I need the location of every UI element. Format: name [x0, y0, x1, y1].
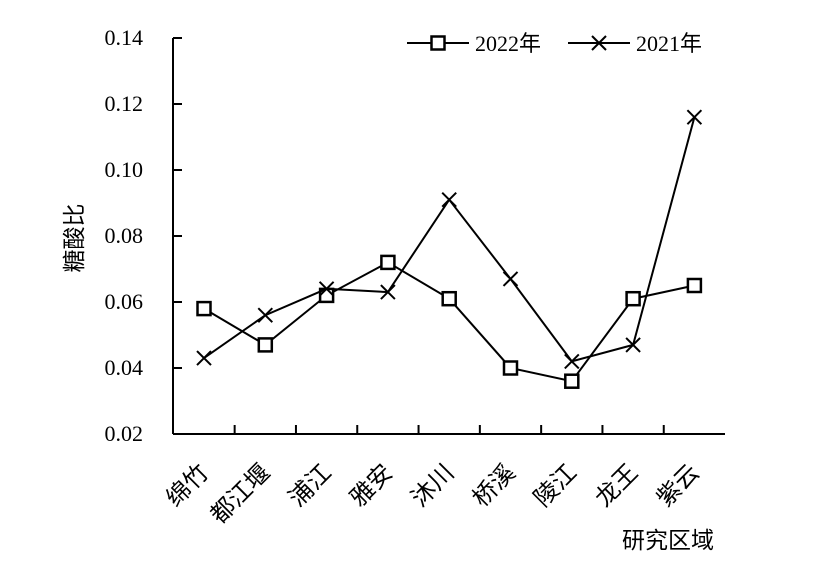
y-tick-label: 0.04 [105, 355, 144, 380]
axes [172, 38, 725, 435]
legend: 2022年 2021年 [407, 31, 702, 56]
y-axis-title: 糖酸比 [62, 204, 87, 273]
y-tick-label: 0.06 [105, 289, 144, 314]
data-point-square [625, 290, 641, 307]
y-axis-ticks: 0.02 0.04 0.06 0.08 0.10 0.12 0.14 [105, 25, 182, 446]
x-category-label: 浦江 [284, 459, 337, 512]
data-point-x [196, 350, 212, 366]
x-category-label: 桥溪 [468, 459, 521, 512]
legend-marker-x [591, 35, 607, 51]
y-tick-label: 0.10 [105, 157, 144, 182]
x-category-label: 陵江 [529, 459, 582, 512]
x-category-label: 绵竹 [161, 459, 214, 512]
y-tick-label: 0.14 [105, 25, 144, 50]
x-category-label: 雅安 [345, 459, 398, 512]
data-point-x [686, 109, 703, 125]
y-tick-label: 0.02 [105, 421, 144, 446]
legend-marker-square [430, 35, 446, 51]
data-point-square [441, 290, 457, 307]
data-point-square [502, 360, 519, 376]
x-category-label: 都江堰 [206, 459, 276, 529]
series-line [203, 116, 696, 363]
data-point-x [380, 284, 396, 300]
x-category-label: 沐川 [406, 459, 459, 512]
y-tick-label: 0.08 [105, 223, 144, 248]
data-point-square [380, 254, 396, 271]
data-point-square [257, 337, 274, 353]
data-point-x [257, 307, 274, 323]
legend-label: 2022年 [475, 31, 541, 56]
series-layer [196, 109, 703, 389]
series-line [203, 261, 695, 383]
data-point-square [564, 373, 580, 389]
data-point-square [686, 277, 703, 294]
data-point-x [502, 271, 519, 287]
legend-item-2: 2021年 [568, 31, 702, 56]
legend-label: 2021年 [636, 31, 702, 56]
data-point-x [441, 191, 457, 208]
data-point-square [196, 300, 212, 317]
series-2 [196, 109, 703, 370]
data-point-x [564, 353, 580, 370]
series-1 [196, 254, 703, 389]
data-point-x [318, 281, 335, 297]
x-axis-title: 研究区域 [622, 528, 714, 553]
y-tick-label: 0.12 [105, 91, 144, 116]
x-category-label: 龙王 [590, 459, 643, 512]
legend-item-1: 2022年 [407, 31, 541, 56]
x-category-label: 紫云 [652, 459, 705, 512]
data-point-x [625, 337, 641, 353]
